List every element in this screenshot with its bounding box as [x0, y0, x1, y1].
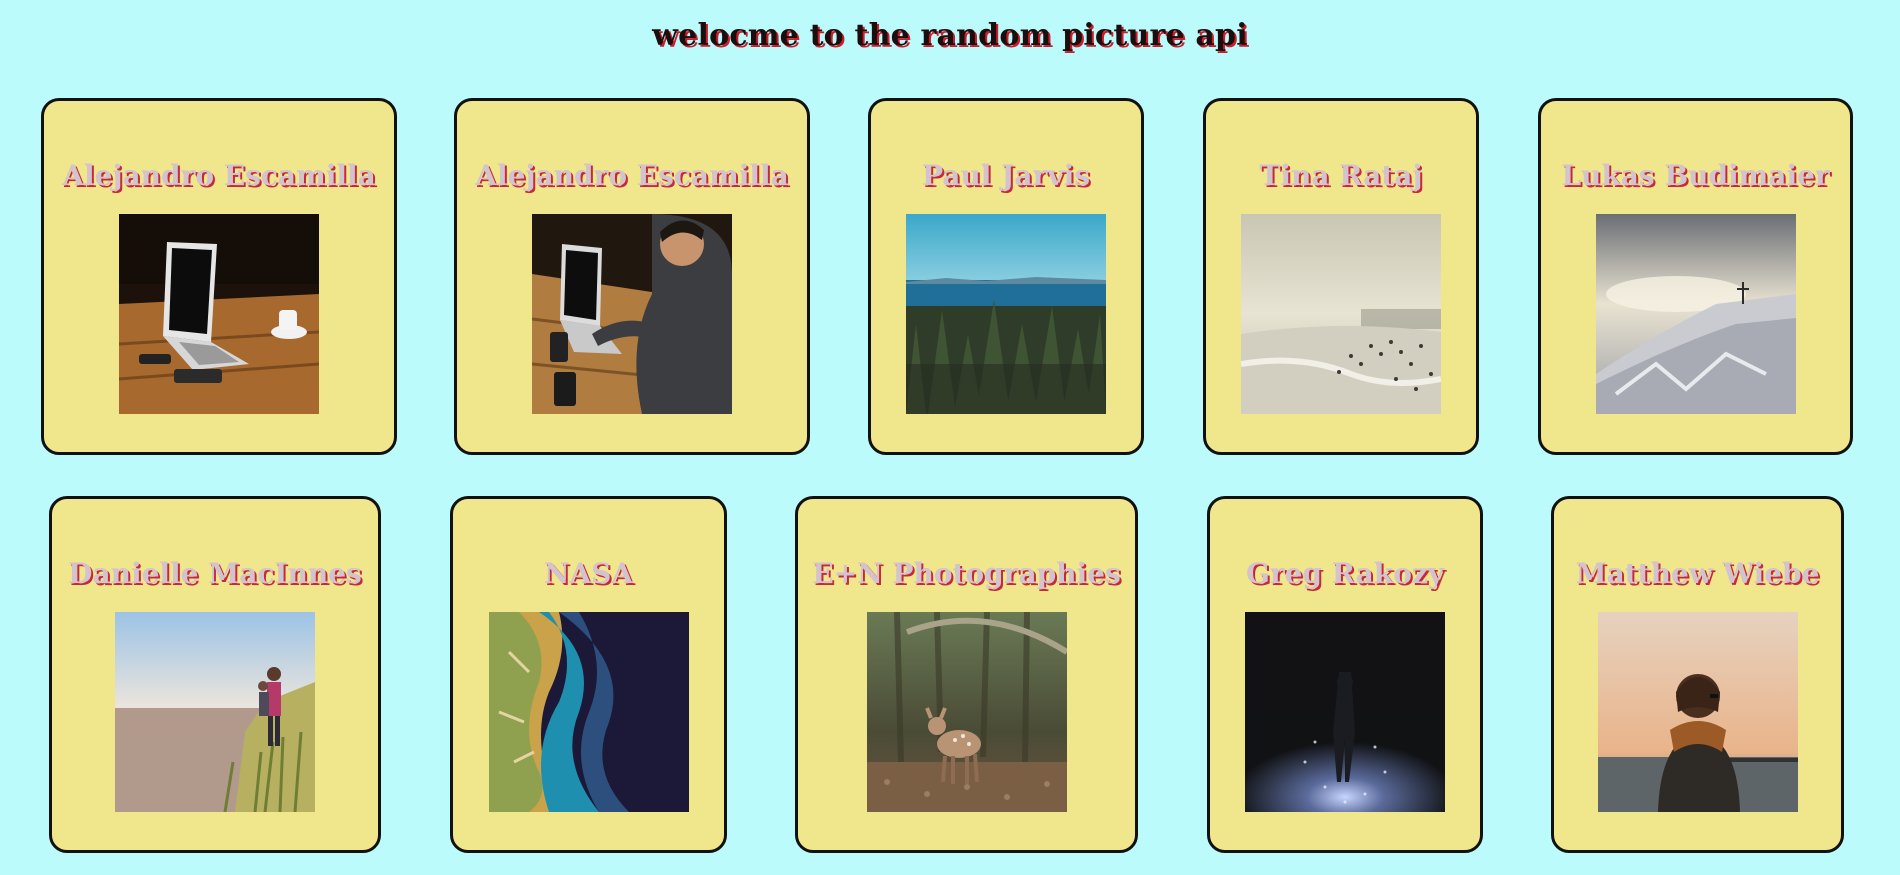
author-name: Tina Rataj — [1259, 159, 1423, 192]
author-name: Alejandro Escamilla — [475, 159, 789, 192]
photo-image — [906, 214, 1106, 414]
photo-card: Paul Jarvis — [868, 98, 1144, 455]
photo-card: Tina Rataj — [1203, 98, 1479, 455]
photo-image — [115, 612, 315, 812]
photo-image — [1245, 612, 1445, 812]
author-name: Danielle MacInnes — [68, 557, 362, 590]
photo-card: NASA — [450, 496, 727, 853]
photo-card: Lukas Budimaier — [1538, 98, 1853, 455]
author-name: Matthew Wiebe — [1575, 557, 1820, 590]
photo-image — [532, 214, 732, 414]
author-name: NASA — [543, 557, 634, 590]
photo-card: Matthew Wiebe — [1551, 496, 1844, 853]
photo-card: Danielle MacInnes — [49, 496, 381, 853]
author-name: Alejandro Escamilla — [62, 159, 376, 192]
photo-image — [1595, 214, 1796, 414]
photo-image — [119, 214, 319, 414]
photo-card: Alejandro Escamilla — [41, 98, 397, 455]
author-name: Greg Rakozy — [1245, 557, 1445, 590]
photo-card: E+N Photographies — [795, 496, 1138, 853]
author-name: Paul Jarvis — [922, 159, 1090, 192]
photo-image — [1597, 612, 1798, 812]
author-name: E+N Photographies — [812, 557, 1121, 590]
page-title: welocme to the random picture api — [652, 18, 1248, 53]
photo-card: Alejandro Escamilla — [454, 98, 810, 455]
author-name: Lukas Budimaier — [1561, 159, 1830, 192]
photo-image — [488, 612, 689, 812]
photo-image — [866, 612, 1067, 812]
photo-image — [1241, 214, 1441, 414]
photo-card: Greg Rakozy — [1207, 496, 1483, 853]
